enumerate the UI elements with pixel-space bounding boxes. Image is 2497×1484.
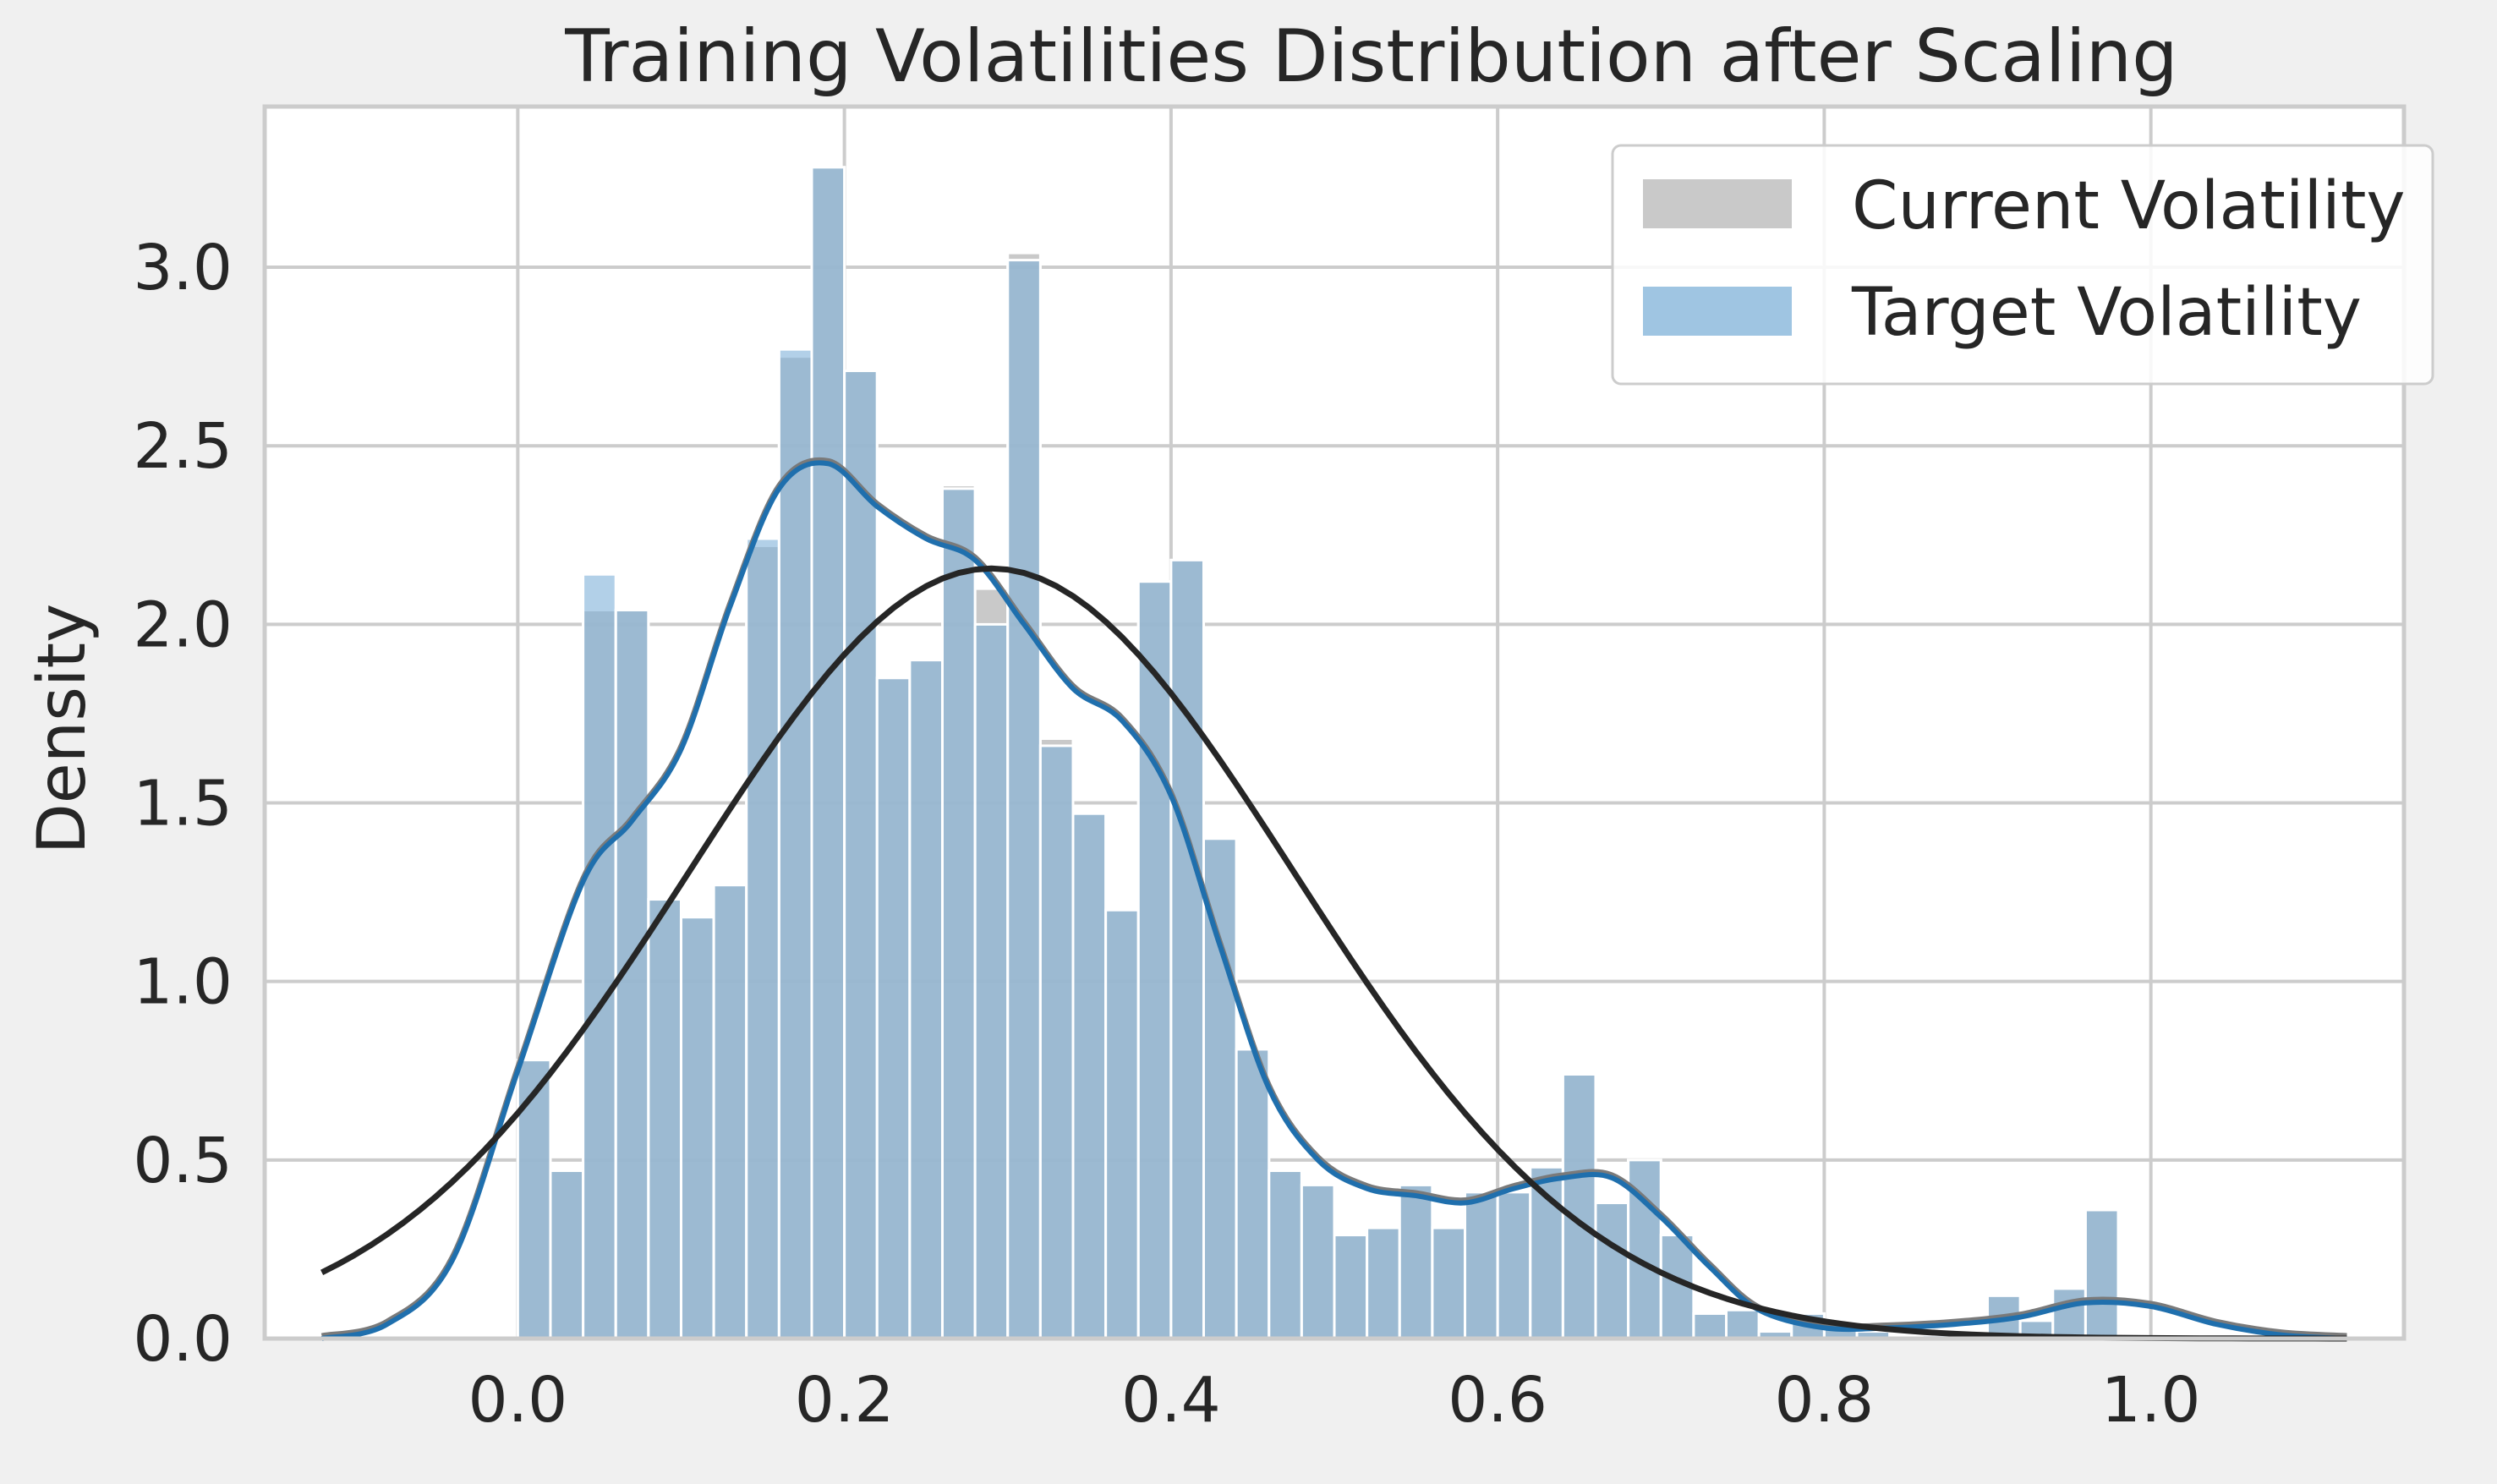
histogram-bar — [1136, 580, 1173, 1340]
y-tick-label: 3.0 — [133, 232, 233, 304]
histogram-bar — [712, 884, 748, 1340]
x-tick-label: 0.6 — [1448, 1364, 1547, 1437]
histogram-bar — [1725, 1308, 1760, 1340]
histogram-bar — [1561, 1072, 1597, 1340]
legend-box — [1611, 144, 2434, 386]
legend: Current Volatility Target Volatility — [1611, 144, 2434, 386]
y-tick-label: 0.0 — [133, 1303, 233, 1376]
histogram-bar — [1594, 1202, 1630, 1340]
x-tick-label: 0.2 — [795, 1364, 895, 1437]
histogram-bar — [973, 622, 1010, 1340]
histogram-bar — [582, 572, 617, 1340]
histogram-bar — [843, 370, 879, 1340]
axes-frame — [262, 104, 2407, 1341]
histogram-bar — [549, 1169, 585, 1340]
histogram-bar — [745, 537, 780, 1340]
histogram-bar — [1496, 1191, 1532, 1340]
histogram-bar — [1464, 1191, 1499, 1340]
histogram-bar — [2051, 1287, 2087, 1340]
legend-swatch-target-volatility — [1643, 287, 1792, 336]
chart-title: Training Volatilities Distribution after… — [564, 14, 2177, 99]
histogram-bar — [875, 676, 912, 1340]
y-tick-label: 0.5 — [133, 1125, 233, 1197]
legend-label-current-volatility: Current Volatility — [1852, 168, 2406, 244]
histogram-bar — [1006, 259, 1042, 1340]
histogram-bar — [940, 487, 977, 1340]
y-tick-label: 2.0 — [133, 589, 233, 661]
histogram-bar — [1038, 744, 1075, 1340]
histogram-bar — [516, 1059, 552, 1340]
x-tick-label: 0.0 — [468, 1364, 568, 1437]
histogram-bar — [1431, 1226, 1467, 1340]
histogram-bar — [1169, 558, 1205, 1340]
y-tick-label: 1.0 — [133, 946, 233, 1019]
y-tick-label: 2.5 — [133, 410, 233, 483]
histogram-bar — [1366, 1226, 1401, 1340]
histogram-bar — [647, 898, 682, 1340]
histogram-bar — [777, 348, 813, 1340]
x-tick-label: 1.0 — [2101, 1364, 2201, 1437]
histogram-bar — [1104, 908, 1140, 1340]
histogram-bar — [1235, 1048, 1271, 1340]
x-tick-label: 0.4 — [1121, 1364, 1221, 1437]
histogram-bar — [2084, 1208, 2120, 1340]
histogram-bar — [908, 659, 944, 1340]
normal-fit-curve — [320, 565, 2347, 1342]
y-tick-label: 1.5 — [133, 768, 233, 841]
histogram-bar — [1398, 1183, 1434, 1340]
histogram-bar — [1300, 1183, 1336, 1340]
histogram-bar — [1692, 1312, 1728, 1340]
histogram-bar — [1071, 812, 1108, 1340]
x-tick-label: 0.8 — [1775, 1364, 1875, 1437]
histogram-bar — [679, 916, 715, 1340]
y-axis-label: Density — [25, 604, 101, 855]
histogram-bar — [1268, 1169, 1303, 1340]
histogram-bar — [810, 166, 846, 1340]
histogram-bar — [1333, 1234, 1369, 1340]
legend-swatch-current-volatility — [1643, 179, 1792, 228]
legend-label-target-volatility: Target Volatility — [1851, 275, 2362, 351]
